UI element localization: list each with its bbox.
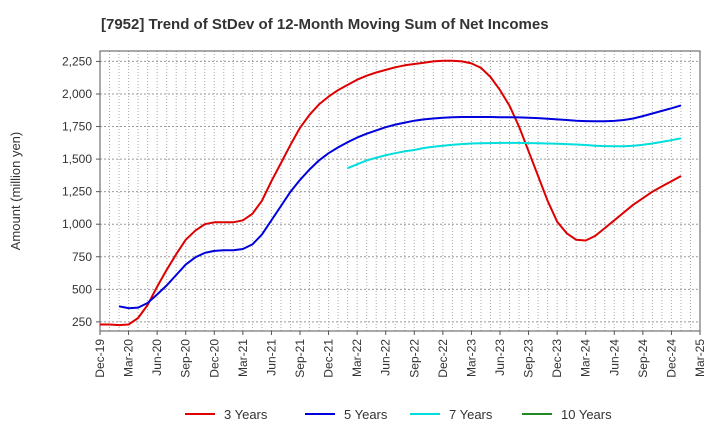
y-tick-label: 1,500 xyxy=(62,152,92,166)
x-tick-label: Dec-23 xyxy=(550,339,564,378)
legend-label: 10 Years xyxy=(561,407,612,422)
y-tick-label: 2,000 xyxy=(62,87,92,101)
x-axis-ticks: Dec-19 Mar-20 Jun-20 Sep-20 Dec-20 Mar-21 Jun-… xyxy=(93,331,707,378)
legend-label: 5 Years xyxy=(344,407,388,422)
x-tick-label: Mar-20 xyxy=(122,339,136,377)
x-tick-label: Mar-24 xyxy=(579,339,593,377)
y-tick-label: 1,750 xyxy=(62,120,92,134)
x-tick-label: Dec-21 xyxy=(322,339,336,378)
x-tick-label: Jun-23 xyxy=(493,339,507,376)
x-tick-label: Jun-24 xyxy=(607,339,621,376)
legend-label: 3 Years xyxy=(224,407,268,422)
series-line xyxy=(100,59,682,327)
y-tick-label: 1,250 xyxy=(62,185,92,199)
x-tick-label: Dec-24 xyxy=(664,339,678,378)
series-line xyxy=(347,137,682,170)
x-tick-label: Mar-21 xyxy=(236,339,250,377)
x-tick-label: Mar-23 xyxy=(464,339,478,377)
y-tick-label: 1,000 xyxy=(62,217,92,231)
x-tick-label: Mar-25 xyxy=(693,339,707,377)
plot-frame xyxy=(99,50,701,332)
y-axis-label: Amount (million yen) xyxy=(8,132,23,251)
x-tick-label: Sep-23 xyxy=(522,339,536,378)
legend-label: 7 Years xyxy=(449,407,493,422)
x-tick-label: Dec-19 xyxy=(93,339,107,378)
y-tick-label: 750 xyxy=(72,250,92,264)
x-tick-label: Jun-20 xyxy=(150,339,164,376)
y-axis-ticks: 250 500 750 1,000 1,250 1,500 1,750 2,000 2,250 xyxy=(62,54,100,329)
x-tick-label: Dec-20 xyxy=(207,339,221,378)
grid xyxy=(100,51,700,331)
series-lines xyxy=(100,59,682,327)
x-tick-label: Sep-24 xyxy=(636,339,650,378)
series-line xyxy=(118,104,682,310)
x-tick-label: Sep-22 xyxy=(407,339,421,378)
x-tick-label: Jun-22 xyxy=(379,339,393,376)
x-tick-label: Sep-20 xyxy=(179,339,193,378)
x-tick-label: Jun-21 xyxy=(264,339,278,376)
legend: 3 Years 5 Years 7 Years 10 Years xyxy=(185,407,612,422)
chart-title: [7952] Trend of StDev of 12-Month Moving… xyxy=(101,16,549,33)
x-tick-label: Sep-21 xyxy=(293,339,307,378)
x-tick-label: Mar-22 xyxy=(350,339,364,377)
y-tick-label: 250 xyxy=(72,315,92,329)
y-tick-label: 2,250 xyxy=(62,54,92,68)
y-tick-label: 500 xyxy=(72,282,92,296)
x-tick-label: Dec-22 xyxy=(436,339,450,378)
